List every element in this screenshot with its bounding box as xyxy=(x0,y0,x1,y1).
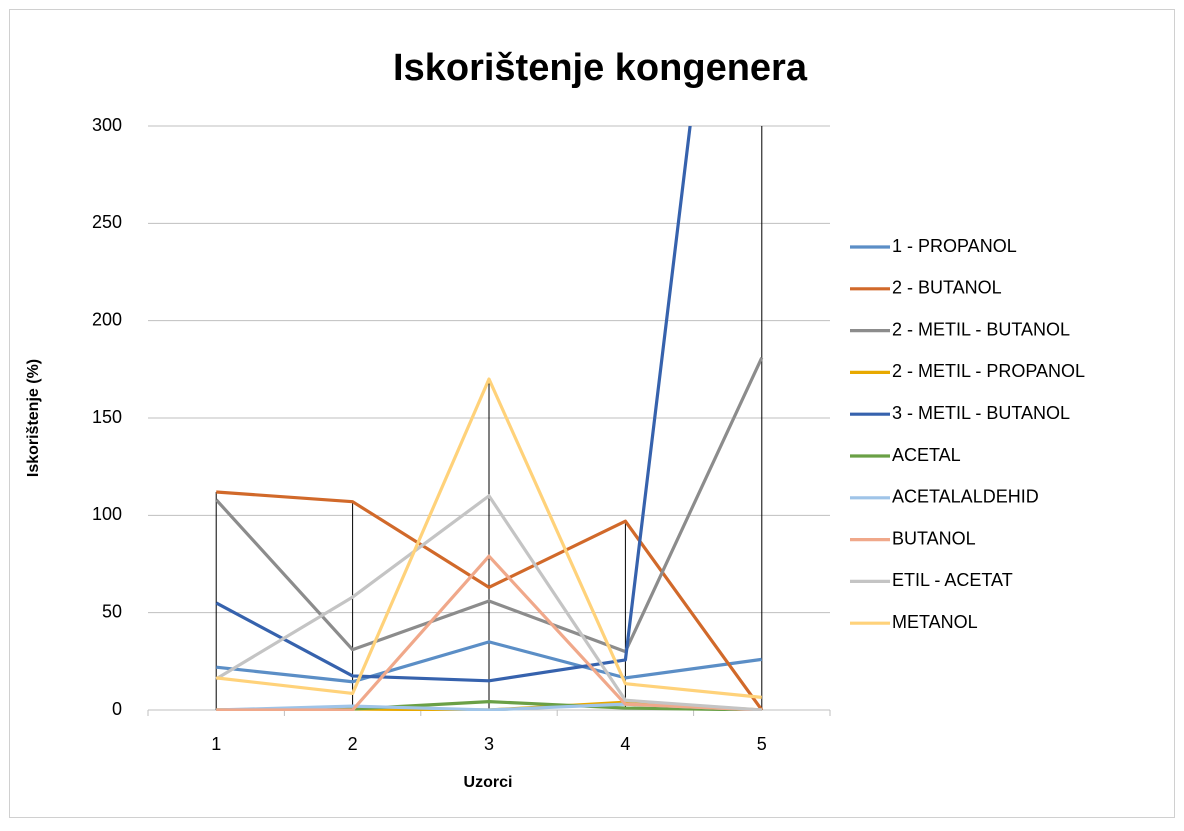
x-tick-label: 4 xyxy=(620,734,630,754)
legend-label: 1 - PROPANOL xyxy=(892,236,1017,256)
series-line xyxy=(215,126,692,683)
x-tick-label: 2 xyxy=(348,734,358,754)
legend-label: 2 - BUTANOL xyxy=(892,278,1002,298)
chart-border xyxy=(9,9,1175,818)
x-axis-label: Uzorci xyxy=(464,774,513,791)
series-line xyxy=(216,554,762,711)
legend-label: ACETALALDEHID xyxy=(892,487,1039,507)
legend-label: ETIL - ACETAT xyxy=(892,570,1013,590)
legend-label: 3 - METIL - BUTANOL xyxy=(892,403,1070,423)
x-tick-label: 3 xyxy=(484,734,494,754)
legend: 1 - PROPANOL 2 - BUTANOL 2 - METIL - BUTAN… xyxy=(850,236,1085,632)
x-tick-label: 1 xyxy=(211,734,221,754)
legend-label: 2 - METIL - PROPANOL xyxy=(892,361,1085,381)
legend-label: ACETAL xyxy=(892,445,961,465)
legend-label: BUTANOL xyxy=(892,528,976,548)
chart-title: Iskorištenje kongenera xyxy=(393,47,808,89)
y-tick-label: 300 xyxy=(92,115,122,135)
series-line xyxy=(216,490,764,711)
x-tick-label: 5 xyxy=(757,734,767,754)
series-line xyxy=(216,640,763,684)
y-tick-label: 150 xyxy=(92,407,122,427)
legend-label: 2 - METIL - BUTANOL xyxy=(892,319,1070,339)
y-tick-label: 200 xyxy=(92,309,122,329)
series-line xyxy=(215,494,762,711)
series-lines xyxy=(215,126,764,711)
y-tick-label: 250 xyxy=(92,212,122,232)
y-axis-label: Iskorištenje (%) xyxy=(25,359,42,477)
y-tick-label: 50 xyxy=(102,601,122,621)
y-tick-label: 100 xyxy=(92,504,122,524)
series-line xyxy=(216,377,762,699)
legend-label: METANOL xyxy=(892,612,978,632)
y-tick-label: 0 xyxy=(112,699,122,719)
series-line xyxy=(215,356,764,654)
